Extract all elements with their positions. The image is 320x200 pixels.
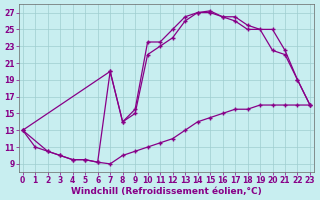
X-axis label: Windchill (Refroidissement éolien,°C): Windchill (Refroidissement éolien,°C)	[71, 187, 262, 196]
